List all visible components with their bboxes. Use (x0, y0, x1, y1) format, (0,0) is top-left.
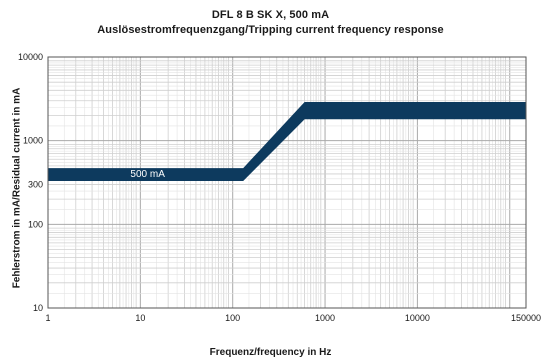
x-tick-label: 1 (45, 313, 50, 323)
x-tick-label: 10 (135, 313, 145, 323)
x-tick-label: 100 (225, 313, 240, 323)
y-tick-label: 10 (33, 303, 43, 313)
band-annotation: 500 mA (130, 169, 165, 180)
y-tick-label: 300 (28, 179, 43, 189)
chart-title: DFL 8 B SK X, 500 mA (211, 9, 330, 21)
x-axis-label: Frequenz/frequency in Hz (209, 347, 332, 358)
tripping-current-band (48, 102, 526, 181)
y-tick-label: 1000 (23, 136, 43, 146)
x-tick-label: 10000 (405, 313, 430, 323)
x-tick-label: 150000 (511, 313, 541, 323)
x-tick-label: 1000 (315, 313, 335, 323)
plot-frame (47, 56, 527, 309)
plot-area (48, 57, 526, 308)
chart-subtitle: Auslösestromfrequenzgang/Tripping curren… (97, 24, 444, 36)
y-tick-label: 100 (28, 219, 43, 229)
y-tick-label: 10000 (18, 52, 43, 62)
